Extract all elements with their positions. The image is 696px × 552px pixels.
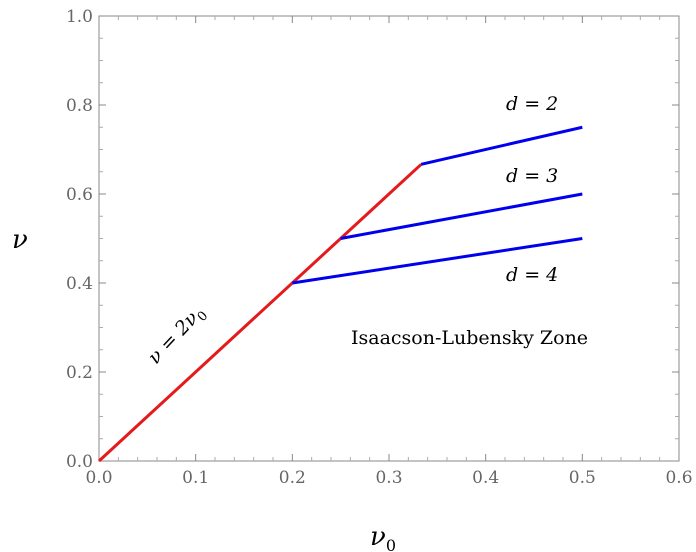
x-tick-label: 0.3 xyxy=(375,468,402,488)
x-tick-label: 0.5 xyxy=(569,468,596,488)
y-tick-label: 0.0 xyxy=(66,452,93,472)
series-lines xyxy=(97,125,583,463)
axis-ticks xyxy=(98,15,680,462)
series-line-0 xyxy=(97,163,423,463)
x-tick-label: 0.6 xyxy=(665,468,692,488)
red-line-label: ν = 2ν0 xyxy=(144,301,212,371)
y-tick-label: 0.8 xyxy=(66,96,93,116)
x-tick-label: 0.4 xyxy=(472,468,499,488)
series-line-1 xyxy=(420,125,583,166)
d4-label: d = 4 xyxy=(506,264,558,286)
series-line-3 xyxy=(292,237,583,285)
series-line-2 xyxy=(340,192,583,240)
x-tick-label: 0.2 xyxy=(279,468,306,488)
plot-frame xyxy=(98,15,680,462)
y-tick-label: 0.2 xyxy=(66,363,93,383)
y-axis-title: ν xyxy=(12,225,28,255)
x-axis-title: ν0 xyxy=(370,522,396,552)
y-tick-label: 0.6 xyxy=(66,185,93,205)
tick-labels: 0.0 0.1 0.2 0.3 0.4 0.5 0.6 0.0 0.2 0.4 0.6 0.8 1.0 xyxy=(66,7,693,488)
zone-label: Isaacson-Lubensky Zone xyxy=(351,327,588,349)
x-tick-label: 0.1 xyxy=(182,468,209,488)
d3-label: d = 3 xyxy=(506,165,558,187)
y-tick-label: 0.4 xyxy=(66,274,93,294)
d2-label: d = 2 xyxy=(506,93,558,115)
y-tick-label: 1.0 xyxy=(66,7,93,27)
x-tick-label: 0.0 xyxy=(85,468,112,488)
